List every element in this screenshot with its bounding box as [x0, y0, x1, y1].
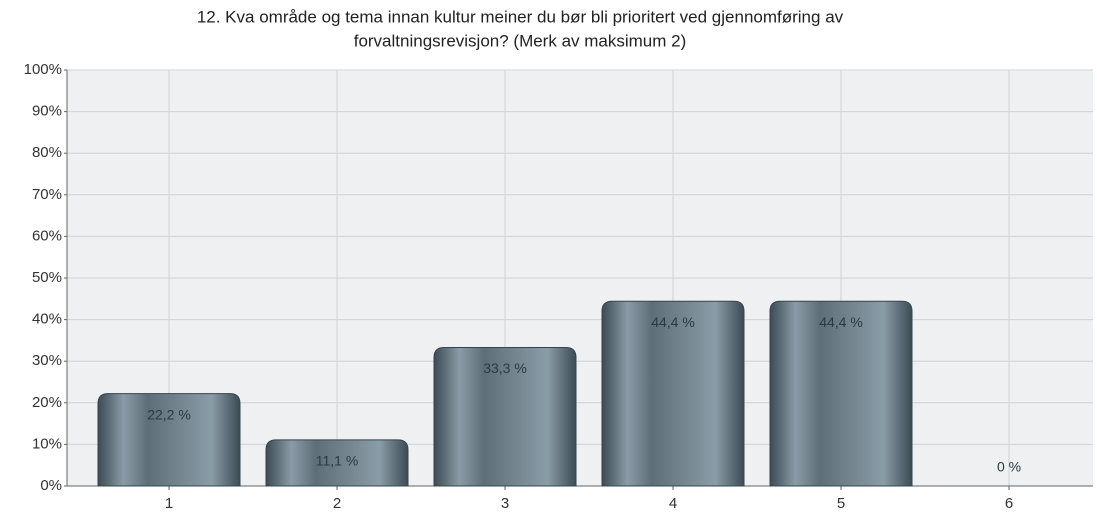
x-tick-label: 4 — [669, 495, 677, 512]
value-label: 0 % — [997, 459, 1021, 475]
bar — [769, 300, 913, 487]
value-label: 11,1 % — [316, 453, 359, 469]
x-tick-label: 2 — [333, 495, 341, 512]
y-tick-label: 20% — [32, 394, 62, 411]
x-tick-label: 1 — [165, 495, 173, 512]
y-tick-label: 10% — [32, 435, 62, 452]
y-tick-label: 100% — [24, 61, 62, 78]
bar — [265, 439, 409, 487]
bar — [433, 346, 577, 487]
x-tick-label: 3 — [501, 495, 509, 512]
y-tick-label: 30% — [32, 352, 62, 369]
value-label: 22,2 % — [147, 406, 191, 422]
y-tick-label: 80% — [32, 144, 62, 161]
y-tick-label: 90% — [32, 103, 62, 120]
bar — [97, 393, 241, 487]
bar — [601, 300, 745, 487]
y-tick-label: 70% — [32, 186, 62, 203]
value-label: 33,3 % — [483, 360, 527, 376]
x-tick-label: 6 — [1005, 495, 1013, 512]
x-tick-label: 5 — [837, 495, 845, 512]
value-label: 44,4 % — [651, 314, 695, 330]
y-tick-label: 40% — [32, 311, 62, 328]
chart-title: forvaltningsrevisjon? (Merk av maksimum … — [354, 31, 687, 50]
y-tick-label: 50% — [32, 269, 62, 286]
value-label: 44,4 % — [819, 314, 863, 330]
chart-title: 12. Kva område og tema innan kultur mein… — [197, 7, 844, 26]
y-tick-label: 60% — [32, 227, 62, 244]
y-tick-label: 0% — [40, 477, 62, 494]
